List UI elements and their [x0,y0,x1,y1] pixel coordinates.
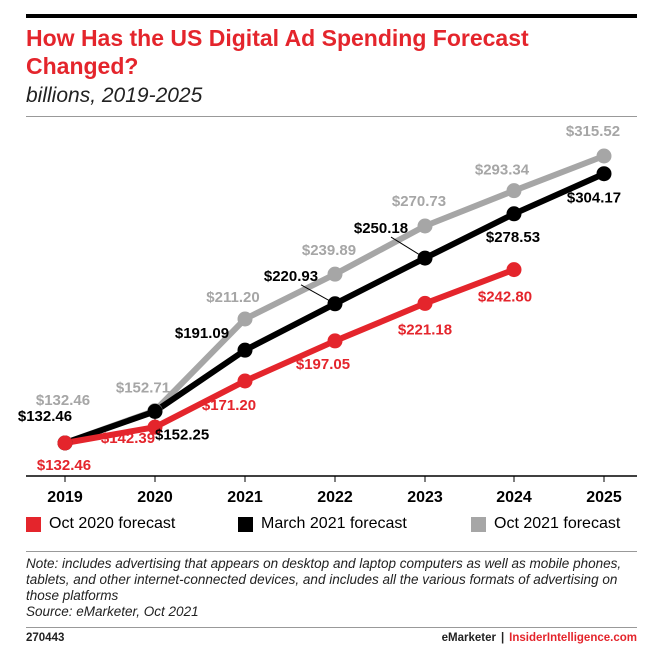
data-label-march-2021: $152.25 [155,426,209,443]
x-tick-label: 2019 [47,489,83,506]
series-points [57,148,612,451]
legend-label-oct-2021: Oct 2021 forecast [494,515,621,532]
chart-title: How Has the US Digital Ad Spending Forec… [26,25,529,79]
x-tick-label: 2021 [227,489,263,506]
legend-item-oct-2021: Oct 2021 forecast [471,515,620,533]
data-label-oct-2020: $221.18 [398,321,452,338]
series-line-oct-2020 [62,266,517,446]
data-point-march-2021 [237,342,253,358]
brand-footer: eMarketer | InsiderIntelligence.com [442,632,637,644]
data-point-oct-2020 [506,262,522,278]
data-point-march-2021 [327,296,343,312]
x-tick-label: 2023 [407,489,443,506]
data-label-oct-2021: $293.34 [475,162,530,179]
data-label-oct-2020: $242.80 [478,289,532,306]
data-label-oct-2021: $239.89 [302,242,356,259]
data-label-oct-2021: $132.46 [36,392,90,409]
data-label-march-2021: $250.18 [354,220,408,237]
data-point-oct-2021 [506,183,522,199]
legend-swatch-oct-2020 [26,516,41,532]
data-label-oct-2021: $211.20 [206,289,259,306]
x-tick-label: 2024 [496,489,532,506]
x-axis: 2019 2020 2021 2022 2023 2024 2025 [26,475,637,506]
x-tick-label: 2025 [586,489,622,506]
data-label-oct-2020: $142.39 [101,430,155,447]
brand-insider-intelligence[interactable]: InsiderIntelligence.com [509,632,637,644]
data-label-march-2021: $278.53 [486,229,540,246]
data-point-march-2021 [147,403,163,419]
data-point-oct-2021 [596,148,612,164]
data-point-oct-2020 [147,419,163,435]
data-point-march-2021 [596,166,612,182]
data-point-oct-2021 [417,218,433,234]
chart-subtitle: billions, 2019-2025 [26,84,203,107]
footer-divider [26,627,637,628]
legend-swatch-march-2021 [238,516,253,532]
legend: Oct 2020 forecast March 2021 forecast Oc… [26,515,637,539]
data-point-march-2021 [417,250,433,266]
data-point-oct-2020 [327,333,343,349]
data-point-oct-2020 [57,435,73,451]
top-rule [26,14,637,18]
brand-emarketer: eMarketer [441,632,496,644]
data-point-oct-2020 [417,295,433,311]
brand-separator: | [500,632,505,644]
data-label-oct-2021: $315.52 [566,123,620,140]
data-label-oct-2020: $197.05 [296,356,350,373]
data-point-oct-2021 [237,311,253,327]
data-label-march-2021: $220.93 [264,268,318,285]
header-divider [26,116,637,117]
legend-label-oct-2020: Oct 2020 forecast [49,515,176,532]
x-tick-label: 2022 [317,489,353,506]
data-label-march-2021: $132.46 [18,408,72,425]
x-tick-label: 2020 [137,489,173,506]
legend-swatch-oct-2021 [471,516,486,532]
legend-item-oct-2020: Oct 2020 forecast [26,515,175,533]
data-point-oct-2020 [237,373,253,389]
data-labels: $132.46 $152.71 $211.20 $239.89 $270.73 $293.… [18,123,621,474]
note-text: Note: includes advertising that appears … [26,556,622,603]
data-label-oct-2020: $171.20 [202,397,256,414]
chart-id: 270443 [26,632,65,644]
data-label-march-2021: $304.17 [567,190,621,207]
legend-label-march-2021: March 2021 forecast [261,515,407,532]
data-point-oct-2021 [327,266,343,282]
data-point-march-2021 [506,206,522,222]
data-label-oct-2020: $132.46 [37,457,91,474]
footnote: Note: includes advertising that appears … [26,556,641,620]
data-label-march-2021: $191.09 [175,325,229,342]
note-divider [26,551,637,552]
data-label-oct-2021: $152.71 [116,380,170,397]
data-label-oct-2021: $270.73 [392,193,446,210]
legend-item-march-2021: March 2021 forecast [238,515,407,533]
source-text: Source: eMarketer, Oct 2021 [26,604,199,619]
